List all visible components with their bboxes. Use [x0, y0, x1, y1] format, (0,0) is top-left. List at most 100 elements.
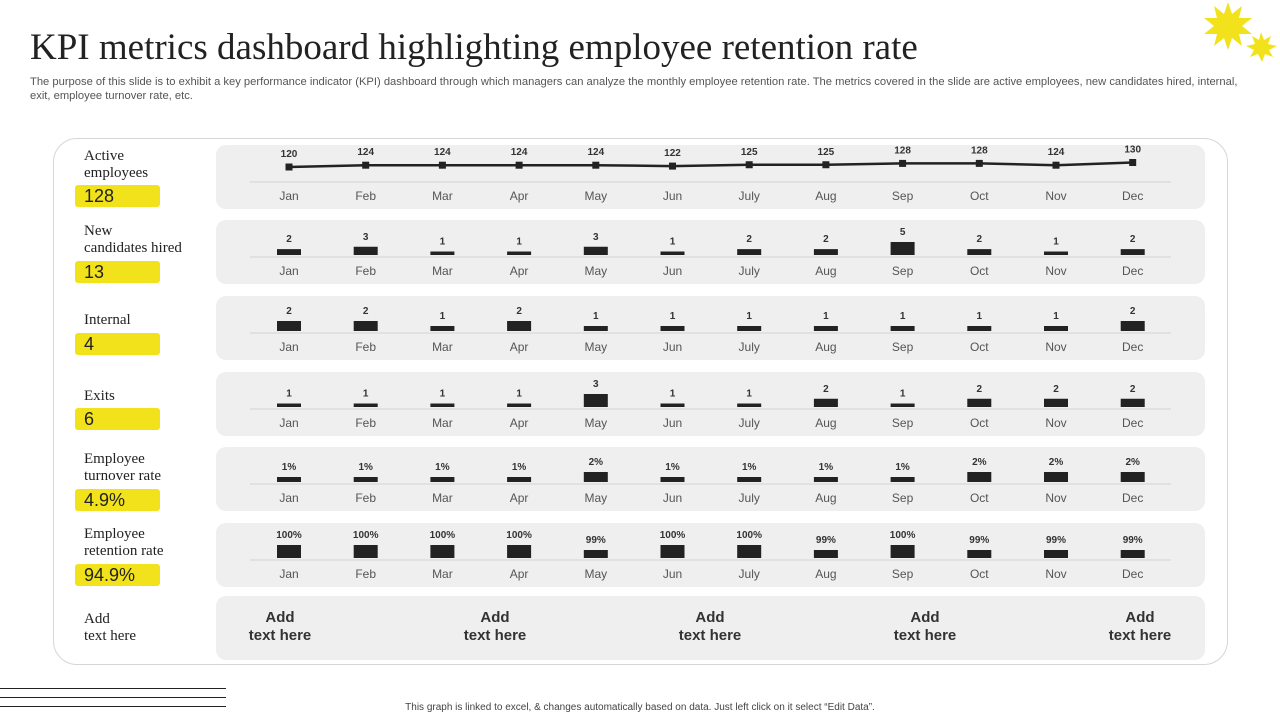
x-tick-label: July	[739, 264, 760, 278]
x-tick-label: Aug	[815, 491, 836, 505]
data-point	[745, 161, 753, 169]
bar	[507, 321, 532, 331]
data-label: 3	[593, 379, 599, 390]
bar	[660, 477, 685, 482]
bar	[967, 326, 992, 331]
bar	[967, 472, 992, 482]
bar	[353, 403, 378, 407]
data-label: 2	[1053, 384, 1059, 395]
x-tick-label: Jun	[663, 416, 682, 430]
data-point	[362, 161, 370, 169]
bar	[737, 403, 762, 407]
data-point	[515, 161, 523, 169]
x-tick-label: Aug	[815, 264, 836, 278]
internal-bar-chart: Jan Feb Mar Apr May Jun July Aug Sep Oct Nov Dec 2 2 1…	[250, 306, 1171, 354]
retention-rate-bar-chart: Jan Feb Mar Apr May Jun July Aug Sep Oct Nov Dec 100…	[250, 530, 1171, 581]
x-tick-label: Jan	[279, 189, 298, 203]
data-point	[438, 161, 446, 169]
bar	[890, 403, 915, 407]
x-tick-label: Dec	[1122, 491, 1143, 505]
data-label: 124	[511, 147, 528, 158]
data-label: 125	[818, 147, 835, 158]
data-point	[1052, 161, 1060, 169]
bar	[353, 545, 378, 558]
x-tick-label: July	[739, 189, 760, 203]
x-tick-label: Feb	[355, 567, 376, 581]
data-label: 2	[977, 384, 983, 395]
data-label: 1%	[742, 462, 757, 473]
x-tick-label: Apr	[510, 491, 529, 505]
add-text-placeholder[interactable]: Add text here	[248, 609, 312, 644]
decorative-line	[0, 706, 226, 707]
exits-bar-chart: Jan Feb Mar Apr May Jun July Aug Sep Oct Nov Dec 1 1 1…	[250, 379, 1171, 430]
data-label: 2	[516, 306, 522, 317]
x-tick-label: July	[739, 491, 760, 505]
data-label: 1%	[665, 462, 680, 473]
bar	[277, 477, 301, 482]
bar	[430, 545, 455, 558]
x-tick-label: Feb	[355, 416, 376, 430]
bar	[583, 550, 608, 558]
x-tick-label: Sep	[892, 340, 914, 354]
bar	[890, 326, 915, 331]
data-label: 124	[587, 147, 604, 158]
add-text-placeholder[interactable]: Add text here	[678, 609, 742, 644]
bar	[583, 472, 608, 482]
bar	[353, 246, 378, 255]
x-tick-label: Jun	[663, 567, 682, 581]
bar	[890, 477, 915, 482]
bar	[967, 550, 992, 558]
x-tick-label: Jun	[663, 189, 682, 203]
data-label: 1	[516, 237, 522, 248]
data-label: 1%	[282, 462, 297, 473]
data-label: 3	[593, 232, 599, 243]
data-point	[822, 161, 830, 169]
bar	[507, 251, 532, 255]
chart-panel-active-employees	[216, 145, 1205, 209]
data-label: 1%	[895, 462, 910, 473]
bar	[660, 326, 685, 331]
x-tick-label: May	[584, 416, 607, 430]
bar	[430, 326, 455, 331]
bar	[967, 249, 992, 255]
data-label: 100%	[890, 530, 916, 541]
add-text-placeholder[interactable]: Add text here	[463, 609, 527, 644]
page-description: The purpose of this slide is to exhibit …	[30, 76, 1238, 102]
add-text-placeholder[interactable]: Add text here	[1108, 609, 1172, 644]
data-label: 99%	[1123, 535, 1143, 546]
data-label: 1	[440, 237, 446, 248]
decorative-line	[0, 688, 226, 689]
chart-panel-new-candidates	[216, 220, 1205, 284]
x-tick-label: May	[584, 567, 607, 581]
x-tick-label: May	[584, 264, 607, 278]
x-tick-label: Apr	[510, 416, 529, 430]
x-tick-label: Aug	[815, 189, 836, 203]
data-label: 1	[440, 389, 446, 400]
data-label: 99%	[1046, 535, 1066, 546]
data-point	[669, 162, 676, 170]
chart-panel-exits	[216, 372, 1205, 436]
data-label: 2	[823, 234, 829, 245]
add-text-row-label: Add text here	[84, 611, 137, 644]
bar	[1044, 550, 1068, 558]
bar	[813, 398, 838, 407]
data-point	[975, 159, 983, 167]
add-text-placeholder[interactable]: Add text here	[893, 609, 957, 644]
x-tick-label: Oct	[970, 567, 989, 581]
bar	[277, 249, 301, 255]
x-tick-label: Jun	[663, 264, 682, 278]
metric-label-internal: Internal	[84, 312, 131, 328]
data-label: 130	[1124, 145, 1141, 156]
chart-panel-internal	[216, 296, 1205, 360]
chart-panel-retention	[216, 523, 1205, 587]
x-tick-label: Mar	[432, 189, 453, 203]
bar	[277, 321, 301, 331]
x-tick-label: Oct	[970, 416, 989, 430]
x-tick-label: May	[584, 189, 607, 203]
bar	[660, 403, 685, 407]
x-tick-label: Oct	[970, 264, 989, 278]
bar	[1120, 249, 1145, 255]
bar	[507, 545, 532, 558]
bar	[890, 242, 915, 255]
x-tick-label: Nov	[1045, 567, 1066, 581]
